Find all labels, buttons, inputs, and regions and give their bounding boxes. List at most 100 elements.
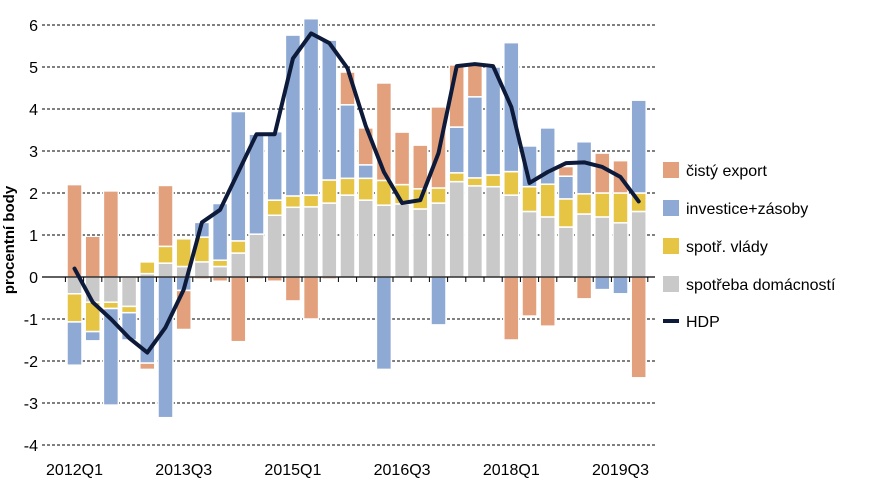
bar-investice-z-soby-2018Q4 <box>557 175 575 200</box>
y-tick-label: 4 <box>29 102 38 119</box>
bar-spot-vl-dy-2018Q1 <box>503 170 520 196</box>
bar-spot-eba-dom-cnost--2018Q1 <box>503 194 520 278</box>
bar-spot-eba-dom-cnost--2016Q3 <box>393 203 411 278</box>
x-tick-label: 2015Q1 <box>264 462 321 479</box>
y-tick-label: 1 <box>29 228 38 245</box>
bar--ist-export-2018Q3 <box>539 276 556 327</box>
bar-spot-eba-dom-cnost--2015Q1 <box>284 206 302 278</box>
bar-investice-z-soby-2014Q1 <box>211 202 229 261</box>
bar-spot-vl-dy-2017Q4 <box>484 174 502 188</box>
legend-swatch <box>663 162 679 178</box>
bar--ist-export-2016Q2 <box>375 82 393 182</box>
bar-investice-z-soby-2012Q3 <box>102 307 120 406</box>
x-tick-label: 2016Q3 <box>374 462 431 479</box>
bar-spot-eba-dom-cnost--2019Q2 <box>594 216 611 278</box>
bar-spot-vl-dy-2017Q3 <box>466 177 484 187</box>
bar-spot-vl-dy-2013Q3 <box>175 238 192 268</box>
bar-spot-vl-dy-2015Q4 <box>339 177 356 196</box>
bar-spot-vl-dy-2017Q2 <box>448 172 465 183</box>
bar-spot-vl-dy-2013Q2 <box>157 245 174 264</box>
bar-investice-z-soby-2012Q2 <box>84 330 101 342</box>
legend: čistý export investice+zásoby spotř. vlády… <box>663 162 836 331</box>
bar-spot-vl-dy-2019Q2 <box>594 192 611 218</box>
legend-item: spotřeba domácností <box>663 276 836 294</box>
bar-investice-z-soby-2019Q3 <box>612 276 629 295</box>
bar-spot-eba-dom-cnost--2016Q2 <box>375 204 393 278</box>
bar--ist-export-2013Q1 <box>139 362 156 371</box>
bar-investice-z-soby-2016Q1 <box>357 164 374 180</box>
x-tick-label: 2013Q3 <box>155 462 212 479</box>
bar-investice-z-soby-2012Q1 <box>66 321 83 366</box>
bars <box>66 17 647 419</box>
bar-spot-eba-dom-cnost--2015Q3 <box>321 202 338 278</box>
bar-spot-vl-dy-2016Q1 <box>357 177 374 201</box>
bar-spot-vl-dy-2012Q4 <box>120 305 138 314</box>
legend-item: spotř. vlády <box>663 238 768 256</box>
bar--ist-export-2018Q4 <box>557 165 575 177</box>
x-axis-ticks: 2012Q1 2013Q3 2015Q1 2016Q3 2018Q1 2019Q3 <box>46 462 649 479</box>
bar-spot-eba-dom-cnost--2014Q2 <box>230 252 247 278</box>
bar-spot-vl-dy-2019Q3 <box>612 192 629 224</box>
bar--ist-export-2012Q3 <box>102 190 120 278</box>
bar--ist-export-2012Q2 <box>84 235 101 278</box>
bar-spot-eba-dom-cnost--2018Q4 <box>557 226 575 278</box>
bar-spot-vl-dy-2018Q4 <box>557 198 575 228</box>
bar-spot-eba-dom-cnost--2019Q4 <box>630 210 647 278</box>
bar--ist-export-2016Q1 <box>357 127 374 166</box>
bar-spot-eba-dom-cnost--2017Q4 <box>484 185 502 278</box>
bar-investice-z-soby-2015Q2 <box>302 17 320 196</box>
bar-spot-eba-dom-cnost--2016Q1 <box>357 199 374 278</box>
bar-investice-z-soby-2019Q4 <box>630 99 647 194</box>
bar-spot-eba-dom-cnost--2019Q3 <box>612 222 629 278</box>
bar-spot-eba-dom-cnost--2013Q4 <box>193 261 211 278</box>
bar-investice-z-soby-2017Q1 <box>430 276 447 326</box>
bar-investice-z-soby-2019Q2 <box>594 276 611 291</box>
legend-label: spotřeba domácností <box>686 277 836 294</box>
bar-spot-vl-dy-2012Q1 <box>66 293 83 323</box>
bar-investice-z-soby-2015Q3 <box>321 39 338 181</box>
legend-item: investice+zásoby <box>663 200 808 218</box>
bar-spot-eba-dom-cnost--2012Q3 <box>102 276 120 303</box>
y-tick-label: 5 <box>29 60 38 77</box>
hdp-line-group <box>72 31 641 355</box>
x-tick-label: 2018Q1 <box>483 462 540 479</box>
y-tick-label: 0 <box>29 270 38 287</box>
bar-spot-vl-dy-2019Q1 <box>575 193 593 215</box>
bar-spot-eba-dom-cnost--2018Q3 <box>539 216 556 278</box>
bar-spot-eba-dom-cnost--2017Q3 <box>466 185 484 278</box>
bar-spot-eba-dom-cnost--2018Q2 <box>521 210 538 278</box>
bar--ist-export-2014Q4 <box>266 276 283 282</box>
bar--ist-export-2015Q2 <box>302 276 320 320</box>
bar-spot-vl-dy-2017Q1 <box>430 187 447 204</box>
bar-investice-z-soby-2018Q2 <box>521 145 538 188</box>
bar-spot-vl-dy-2014Q1 <box>211 259 229 268</box>
bar-spot-eba-dom-cnost--2015Q4 <box>339 194 356 278</box>
y-axis-ticks: 6 5 4 3 2 1 0 -1 -2 -3 -4 <box>24 18 38 455</box>
bar-spot-vl-dy-2014Q2 <box>230 240 247 254</box>
legend-item: čistý export <box>663 162 767 180</box>
y-tick-label: -2 <box>24 354 38 371</box>
legend-label: investice+zásoby <box>686 201 808 218</box>
bar--ist-export-2019Q4 <box>630 276 647 379</box>
y-tick-label: 3 <box>29 144 38 161</box>
bar-spot-vl-dy-2014Q4 <box>266 199 283 217</box>
legend-item: HDP <box>663 314 720 331</box>
bar-spot-eba-dom-cnost--2014Q1 <box>211 265 229 278</box>
bar-spot-eba-dom-cnost--2014Q3 <box>248 233 265 278</box>
bar-spot-eba-dom-cnost--2017Q2 <box>448 180 465 278</box>
bar-spot-eba-dom-cnost--2014Q4 <box>266 214 283 278</box>
legend-swatch <box>663 238 679 254</box>
legend-label: HDP <box>686 314 720 331</box>
x-tick-label: 2019Q3 <box>592 462 649 479</box>
bar-spot-vl-dy-2018Q3 <box>539 183 556 218</box>
bar-spot-eba-dom-cnost--2017Q1 <box>430 202 447 278</box>
bar-spot-vl-dy-2015Q2 <box>302 194 320 208</box>
bar--ist-export-2014Q1 <box>211 276 229 282</box>
x-axis <box>42 276 655 282</box>
bar-spot-vl-dy-2013Q1 <box>139 261 156 275</box>
y-tick-label: -3 <box>24 396 38 413</box>
hdp-line <box>72 31 641 355</box>
bar-spot-eba-dom-cnost--2016Q4 <box>412 208 429 278</box>
bar-spot-vl-dy-2015Q1 <box>284 195 302 209</box>
